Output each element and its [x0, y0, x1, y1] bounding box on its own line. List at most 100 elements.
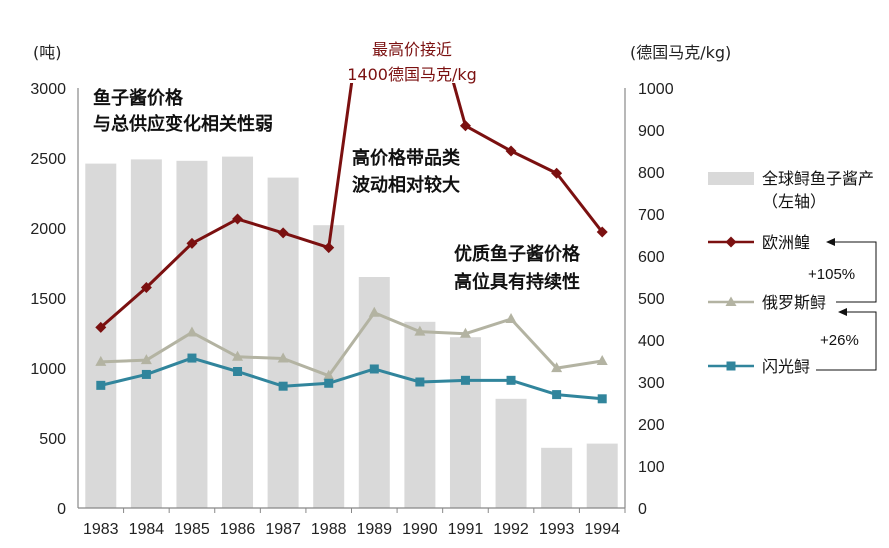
point-2-1992: [506, 375, 516, 385]
right-tick-label: 900: [638, 123, 665, 140]
right-tick-label: 200: [638, 417, 665, 434]
point-0-1986: [232, 213, 244, 225]
bracket-105-arrowhead: [826, 238, 835, 246]
point-1-1988: [323, 369, 335, 380]
point-0-1988: [323, 242, 335, 254]
bar-1983: [85, 163, 117, 508]
right-tick-label: 400: [638, 333, 665, 350]
legend-bar-swatch: [708, 172, 754, 185]
point-1-1990: [414, 325, 426, 336]
left-tick-label: 1000: [30, 361, 66, 378]
bar-1993: [541, 447, 573, 508]
point-0-1991: [459, 120, 471, 132]
left-tick-label: 500: [39, 431, 66, 448]
annotation-volatility-line2: 波动相对较大: [352, 174, 460, 196]
point-1-1992: [505, 313, 517, 323]
bar-1988: [313, 225, 345, 508]
point-0-1985: [186, 237, 198, 249]
point-2-1987: [278, 381, 288, 391]
point-1-1985: [186, 326, 198, 337]
legend-bar-label: 全球鲟鱼子酱产: [762, 169, 874, 188]
annotation-peak-line1: 最高价接近: [372, 40, 452, 59]
right-tick-label: 800: [638, 165, 665, 182]
series-line-0: [99, 83, 604, 329]
point-2-1988: [324, 378, 334, 388]
bracket-26: [816, 311, 877, 371]
right-axis-unit: (德国马克/kg): [630, 43, 731, 62]
annotation-persistence-line1: 优质鱼子酱价格: [454, 243, 581, 265]
point-0-1994: [596, 226, 608, 238]
bracket-105: [834, 241, 877, 303]
right-tick-label: 700: [638, 207, 665, 224]
right-tick-label: 1000: [638, 81, 674, 98]
legend-russian-label: 俄罗斯鲟: [762, 293, 826, 312]
x-tick-label: 1989: [356, 521, 392, 538]
left-tick-label: 2500: [30, 151, 66, 168]
x-tick-label: 1990: [402, 521, 438, 538]
point-1-1989: [368, 306, 380, 317]
right-axis-ticks: 0 100 200 300 400 500 600 700 800 900 1000: [638, 81, 674, 518]
x-tick-label: 1984: [129, 521, 165, 538]
point-2-1991: [460, 375, 470, 385]
x-tick-label: 1983: [83, 521, 119, 538]
point-1-1994: [596, 355, 608, 365]
point-2-1985: [187, 353, 197, 363]
x-tick-label: 1986: [220, 521, 256, 538]
bar-1986: [222, 156, 254, 508]
point-0-1984: [140, 282, 152, 293]
bar-1994: [586, 443, 618, 508]
point-2-1986: [233, 367, 243, 376]
x-tick-label: 1993: [539, 521, 575, 538]
point-1-1984: [140, 354, 152, 365]
point-1-1986: [232, 350, 244, 361]
point-0-1987: [277, 227, 289, 239]
pct-105-label: +105%: [808, 266, 855, 283]
x-tick-label: 1991: [448, 521, 484, 538]
point-0-1993: [551, 167, 563, 179]
bar-1991: [449, 337, 481, 508]
legend: 全球鲟鱼子酱产 （左轴） 欧洲鳇 俄罗斯鲟 闪光鲟 +105% +26%: [708, 169, 877, 376]
annotation-persistence-line2: 高位具有持续性: [454, 271, 580, 293]
production-bars: [85, 156, 618, 509]
right-tick-label: 300: [638, 375, 665, 392]
annotation-volatility-line1: 高价格带品类: [352, 147, 461, 169]
price-lines: [95, 83, 608, 404]
annotation-correlation-line2: 与总供应变化相关性弱: [93, 113, 273, 135]
legend-stellate-marker: [726, 361, 736, 371]
point-1-1987: [277, 352, 289, 363]
legend-beluga-marker: [725, 236, 737, 248]
x-tick-label: 1985: [174, 521, 210, 538]
point-2-1990: [415, 377, 425, 387]
series-line-2: [100, 356, 603, 401]
bar-1990: [404, 321, 436, 508]
right-tick-label: 500: [638, 291, 665, 308]
bar-1987: [267, 177, 299, 508]
point-0-1983: [95, 321, 107, 333]
x-tick-label: 1987: [265, 521, 301, 538]
pct-26-label: +26%: [820, 332, 859, 349]
point-1-1993: [551, 362, 563, 373]
point-0-1992: [505, 145, 517, 157]
right-tick-label: 600: [638, 249, 665, 266]
bar-1992: [495, 398, 527, 508]
point-2-1989: [369, 364, 379, 374]
left-tick-label: 3000: [30, 81, 66, 98]
bar-1984: [130, 159, 162, 508]
legend-stellate-label: 闪光鲟: [762, 357, 810, 376]
x-axis-ticks: 1983 1984 1985 1986 1987 1988 1989 1990 1991 1992…: [83, 508, 626, 538]
x-tick-label: 1988: [311, 521, 347, 538]
point-1-1983: [95, 355, 107, 366]
legend-bar-label-axis: （左轴）: [762, 192, 826, 211]
left-tick-label: 0: [57, 501, 66, 518]
x-tick-label: 1994: [584, 521, 620, 538]
annotation-correlation-line1: 鱼子酱价格: [93, 87, 184, 109]
right-tick-label: 0: [638, 501, 647, 518]
point-2-1993: [552, 390, 562, 400]
point-2-1994: [597, 394, 607, 404]
legend-beluga-label: 欧洲鳇: [762, 233, 810, 252]
series-line-1: [100, 311, 603, 378]
bracket-26-arrowhead: [838, 308, 847, 316]
left-axis-unit: (吨): [33, 43, 62, 62]
x-tick-label: 1992: [493, 521, 529, 538]
right-tick-label: 100: [638, 459, 665, 476]
